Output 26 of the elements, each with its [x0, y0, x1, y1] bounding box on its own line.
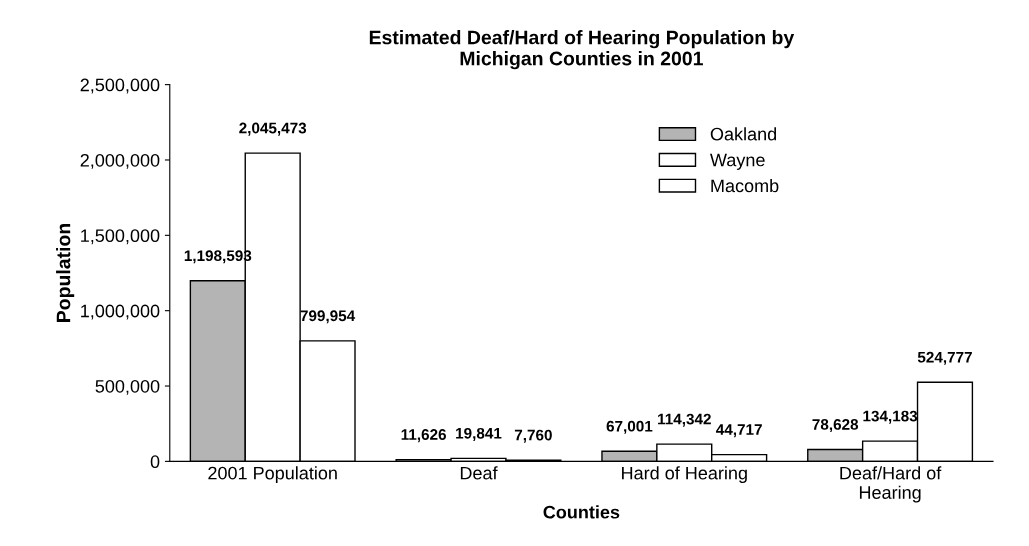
- legend-label: Macomb: [711, 178, 779, 193]
- y-axis-title: Population: [56, 223, 75, 322]
- data-label: 11,626: [401, 429, 446, 443]
- data-label: 7,760: [514, 429, 552, 443]
- legend-label: Oakland: [710, 127, 777, 141]
- x-tick-label: 2001 Population: [208, 466, 337, 484]
- y-tick-label: 1,000,000: [81, 304, 160, 320]
- data-label: 524,777: [917, 351, 972, 365]
- chart-title: Estimated Deaf/Hard of Hearing Population by Michigan Counties in 2001: [369, 30, 795, 70]
- x-tick-label: Deaf: [460, 466, 498, 480]
- data-label: 67,001: [606, 420, 653, 434]
- data-label: 2,045,473: [239, 122, 307, 136]
- data-label: 78,628: [812, 419, 859, 433]
- data-label: 19,841: [456, 427, 502, 441]
- y-tick-label: 2,000,000: [80, 153, 160, 169]
- x-axis-title: Counties: [543, 505, 620, 519]
- data-label: 44,717: [716, 424, 762, 438]
- data-label: 114,342: [658, 413, 711, 427]
- x-tick-label: Hard of Hearing: [622, 466, 747, 484]
- data-label: 134,183: [863, 410, 918, 424]
- y-tick-label: 500,000: [95, 379, 160, 395]
- y-tick-label: 1,500,000: [81, 229, 160, 245]
- x-tick-label: Deaf/Hard of Hearing: [840, 466, 942, 503]
- y-tick-label: 0: [150, 455, 160, 469]
- legend-label: Wayne: [710, 153, 765, 170]
- y-tick-label: 2,500,000: [80, 78, 160, 94]
